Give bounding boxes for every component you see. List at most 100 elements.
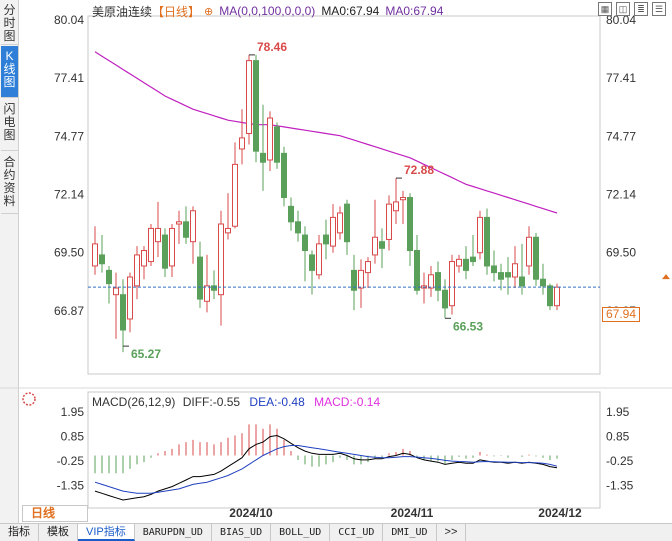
high-label-1: 78.46 — [257, 40, 287, 54]
tab-barupdn[interactable]: BARUPDN_UD — [135, 524, 212, 541]
candle-body — [120, 294, 126, 331]
candle-body — [386, 203, 392, 240]
candle-body — [526, 236, 532, 267]
candle-body — [337, 212, 343, 234]
grid-icon[interactable]: ▦ — [598, 2, 612, 16]
candle-body — [484, 216, 490, 267]
candle-body — [169, 227, 175, 267]
chart-canvas[interactable]: 80.04 80.04 77.41 77.41 74.77 74.77 72.14 72.14… — [0, 0, 672, 523]
last-price-tag: 67.94 — [602, 307, 640, 322]
candle-body — [274, 126, 280, 163]
candle-body — [211, 285, 217, 291]
price-tick-left: 69.50 — [54, 246, 84, 260]
candle-body — [379, 241, 385, 249]
candle-body — [491, 265, 497, 274]
macd-dea: DEA:-0.48 — [249, 395, 305, 409]
tab-boll[interactable]: BOLL_UD — [271, 524, 331, 541]
candle-body — [463, 258, 469, 271]
candle-body — [547, 285, 553, 307]
tab-dmi[interactable]: DMI_UD — [383, 524, 437, 541]
candle-body — [302, 234, 308, 252]
candle-body — [498, 272, 504, 280]
symbol-title: 美原油连续 — [92, 4, 153, 19]
candle-body — [309, 254, 315, 271]
low-label-1: 65.27 — [131, 347, 161, 361]
dea-line — [94, 445, 558, 494]
price-tick-right: 77.41 — [606, 71, 636, 85]
date-label: 2024/12 — [538, 506, 582, 520]
candle-body — [344, 203, 350, 243]
candle-body — [358, 269, 364, 289]
candle-body — [365, 261, 371, 274]
price-tick-left: 74.77 — [54, 129, 84, 143]
candle-body — [253, 60, 259, 152]
candle-body — [288, 205, 294, 223]
candle-body — [470, 256, 476, 263]
candle-body — [260, 152, 266, 163]
low-label-2: 66.53 — [453, 319, 483, 333]
price-tick-left: 66.87 — [54, 304, 84, 318]
candle-body — [372, 236, 378, 256]
candle-body — [267, 117, 273, 161]
candle-body — [190, 210, 196, 243]
date-label: 2024/10 — [229, 506, 273, 520]
price-panel-frame — [87, 15, 601, 375]
candle-body — [435, 272, 441, 291]
list-icon[interactable]: ≣ — [634, 2, 648, 16]
macd-panel-frame — [87, 391, 601, 509]
candle-body — [442, 289, 448, 309]
toolbar: ▦ ◫ ≣ ☰ — [598, 2, 666, 16]
candle-body — [407, 197, 413, 252]
tab-intraday[interactable]: 分时图 — [1, 0, 18, 45]
candle-body — [540, 278, 546, 287]
candle-body — [414, 250, 420, 291]
tab-more[interactable]: >> — [437, 524, 467, 541]
candle-body — [113, 287, 119, 296]
chart-header: 美原油连续 【日线】 ⊕ MA(0,0,100,0,0,0) MA0:67.94… — [92, 3, 443, 19]
candle-body — [183, 221, 189, 238]
indicator-tabs: 指标 模板 VIP指标 BARUPDN_UD BIAS_UD BOLL_UD C… — [0, 523, 672, 541]
price-tick-left: 77.41 — [54, 71, 84, 85]
candle-body — [148, 227, 154, 263]
macd-header: MACD(26,12,9) DIFF:-0.55 DEA:-0.48 MACD:… — [92, 395, 380, 409]
macd-value: MACD:-0.14 — [314, 395, 381, 409]
tab-vip-indicators[interactable]: VIP指标 — [78, 524, 135, 541]
candle-body — [505, 272, 511, 278]
candle-body — [246, 60, 252, 134]
scroll-up-icon — [662, 274, 670, 280]
tab-flash[interactable]: 闪电图 — [1, 99, 18, 151]
ma0-value: MA0:67.94 — [385, 4, 444, 18]
candle-body — [400, 197, 406, 201]
candle-body — [99, 254, 105, 265]
tab-bias[interactable]: BIAS_UD — [212, 524, 272, 541]
price-tick-right: 80.04 — [606, 13, 636, 27]
candle-body — [225, 227, 231, 234]
diff-line — [94, 434, 558, 501]
tab-templates[interactable]: 模板 — [39, 524, 78, 541]
tab-indicators[interactable]: 指标 — [0, 524, 39, 541]
date-label: 2024/11 — [391, 506, 434, 520]
menu-icon[interactable]: ☰ — [652, 2, 666, 16]
adjust-icon[interactable]: ◫ — [616, 2, 630, 16]
candle-body — [449, 261, 455, 307]
macd-tick-right: -0.25 — [606, 454, 634, 468]
period-selector[interactable]: 日线 — [22, 505, 88, 522]
macd-tick-left: -1.35 — [57, 479, 85, 493]
ma0-label: MA0:67.94 — [321, 4, 380, 18]
candle-body — [176, 221, 182, 225]
price-tick-right: 69.50 — [606, 246, 636, 260]
candle-body — [428, 274, 434, 289]
candle-body — [218, 223, 224, 296]
candle-body — [127, 276, 133, 320]
add-indicator-icon[interactable]: ⊕ — [204, 5, 214, 18]
ma100-line — [94, 51, 558, 214]
macd-diff: DIFF:-0.55 — [182, 395, 241, 409]
high-label-2: 72.88 — [404, 163, 434, 177]
candle-body — [351, 269, 357, 291]
candle-body — [197, 256, 203, 300]
tab-cci[interactable]: CCI_UD — [330, 524, 384, 541]
tab-contract-info[interactable]: 合约资料 — [1, 152, 18, 214]
candle-body — [519, 276, 525, 287]
